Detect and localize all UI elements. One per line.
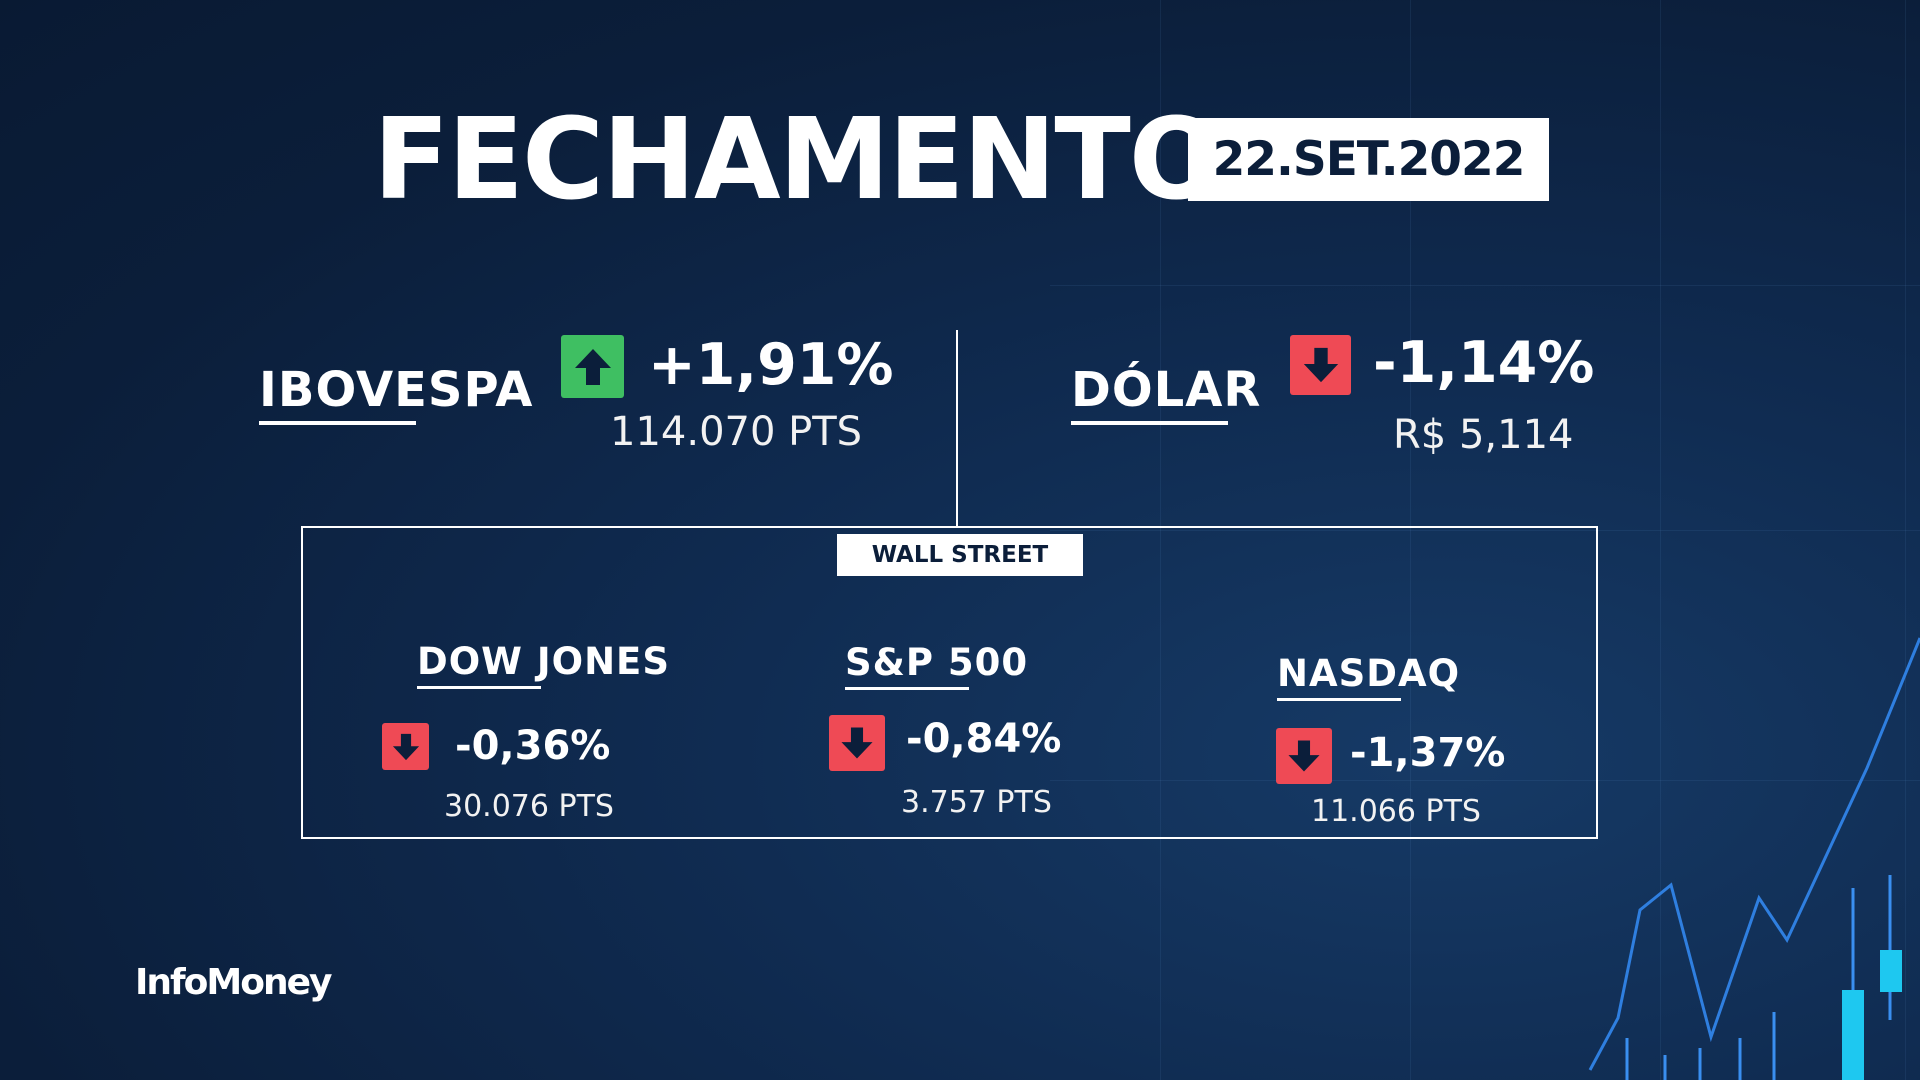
background-grid-line <box>1050 780 1920 781</box>
nasdaq-change: -1,37% <box>1350 730 1506 776</box>
nasdaq-underline <box>1277 698 1401 701</box>
arrow-down-icon <box>829 715 885 771</box>
dow-jones-points: 30.076 PTS <box>444 789 614 824</box>
background-grid-line <box>1905 0 1906 1080</box>
dolar-underline <box>1071 421 1228 425</box>
infomoney-logo: InfoMoney <box>135 962 332 1003</box>
date-badge: 22.SET.2022 <box>1188 118 1549 201</box>
wall-street-label: WALL STREET <box>837 534 1083 576</box>
background-grid-line <box>1160 0 1161 1080</box>
nasdaq-label: NASDAQ <box>1277 652 1461 695</box>
sp500-points: 3.757 PTS <box>901 785 1052 820</box>
wall-street-panel <box>301 526 1598 839</box>
ibovespa-change: +1,91% <box>648 332 894 398</box>
arrow-down-icon <box>1290 335 1351 395</box>
ibovespa-label: IBOVESPA <box>259 362 534 418</box>
background-grid-line <box>1050 530 1920 531</box>
nasdaq-points: 11.066 PTS <box>1311 794 1481 829</box>
dow-jones-label: DOW JONES <box>417 640 670 683</box>
background-grid-line <box>1410 0 1411 1080</box>
dow-jones-change: -0,36% <box>455 723 611 769</box>
ibovespa-underline <box>259 421 416 425</box>
dolar-label: DÓLAR <box>1071 362 1262 418</box>
background-grid-line <box>1050 285 1920 286</box>
arrow-down-icon <box>1276 728 1332 784</box>
background-grid-line <box>1660 0 1661 1080</box>
decorative-chart-graphic <box>1588 637 1920 1080</box>
arrow-up-icon <box>561 335 624 398</box>
sp500-underline <box>845 687 969 690</box>
sp500-change: -0,84% <box>906 716 1062 762</box>
divider-line <box>956 330 958 528</box>
ibovespa-points: 114.070 PTS <box>610 409 863 455</box>
arrow-down-icon <box>382 723 429 770</box>
dolar-change: -1,14% <box>1373 330 1595 396</box>
page-title: FECHAMENTO <box>373 95 1224 225</box>
dolar-price: R$ 5,114 <box>1393 412 1574 458</box>
sp500-label: S&P 500 <box>845 641 1029 684</box>
dow-jones-underline <box>417 686 541 689</box>
